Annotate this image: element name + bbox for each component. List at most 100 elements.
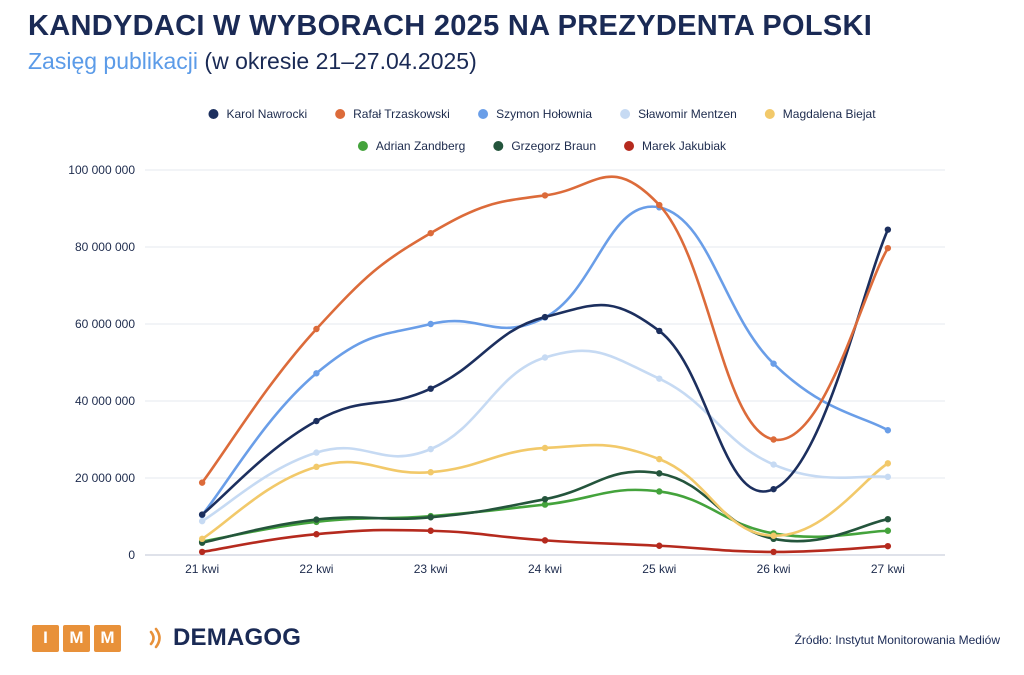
soundwave-icon: [149, 627, 161, 649]
chart-subtitle: Zasięg publikacji (w okresie 21–27.04.20…: [28, 48, 477, 75]
data-point: [313, 417, 320, 425]
source-note: Źródło: Instytut Monitorowania Mediów: [794, 633, 1000, 647]
data-point: [884, 460, 892, 467]
series-3: [198, 349, 892, 525]
data-point: [313, 516, 320, 523]
data-point: [541, 444, 549, 452]
subtitle-accent: Zasięg publikacji: [28, 48, 199, 74]
y-tick-label: 40 000 000: [75, 394, 135, 408]
data-point: [427, 445, 434, 453]
data-point: [427, 527, 434, 534]
x-axis: 21 kwi 22 kwi 23 kwi 24 kwi 25 kwi 26 kwi 27 k…: [185, 562, 905, 576]
legend-label: Marek Jakubiak: [642, 139, 727, 153]
data-point: [884, 226, 892, 233]
data-point: [770, 532, 777, 539]
data-point: [656, 201, 663, 209]
data-point: [656, 327, 663, 335]
data-point: [884, 473, 892, 481]
series-line: [200, 443, 890, 541]
legend-label: Adrian Zandberg: [376, 139, 465, 153]
chart-title: KANDYDACI W WYBORACH 2025 NA PREZYDENTA …: [28, 10, 873, 42]
legend-label: Magdalena Biejat: [783, 107, 876, 121]
data-point: [884, 542, 892, 550]
x-tick-label: 23 kwi: [414, 562, 448, 576]
legend-marker: [493, 141, 504, 151]
footer-logos: I M M DEMAGOG: [32, 624, 301, 652]
data-point: [656, 375, 663, 382]
imm-logo-letter: I: [32, 624, 59, 652]
x-tick-label: 24 kwi: [528, 562, 562, 576]
subtitle-period: (w okresie 21–27.04.2025): [204, 48, 477, 74]
data-point: [656, 470, 663, 477]
y-axis: 0 20 000 000 40 000 000 60 000 000 80 000 00…: [68, 163, 135, 562]
demagog-label: DEMAGOG: [173, 624, 302, 651]
x-tick-label: 26 kwi: [757, 562, 791, 576]
legend-item: Szymon Hołownia: [478, 107, 592, 121]
legend-marker: [357, 141, 368, 151]
legend-item: Grzegorz Braun: [493, 139, 596, 153]
data-point: [770, 360, 777, 367]
series-0: [198, 226, 892, 518]
data-point: [884, 427, 892, 434]
legend-label: Rafał Trzaskowski: [353, 107, 450, 121]
data-point: [427, 229, 434, 237]
data-point: [770, 548, 777, 556]
data-point: [313, 325, 320, 333]
y-tick-label: 60 000 000: [75, 317, 135, 331]
data-point: [198, 511, 206, 518]
legend-item: Rafał Trzaskowski: [335, 107, 450, 121]
x-tick-label: 27 kwi: [871, 562, 905, 576]
legend-marker: [208, 109, 219, 119]
chart-legend: Karol Nawrocki Rafał Trzaskowski Szymon Ho…: [208, 107, 876, 153]
legend-item: Karol Nawrocki: [208, 107, 307, 121]
data-point: [656, 488, 663, 495]
data-point: [198, 548, 206, 556]
data-point: [770, 461, 777, 468]
legend-marker: [620, 109, 631, 119]
data-point: [656, 455, 663, 463]
series-line: [200, 175, 890, 484]
data-point: [884, 515, 892, 523]
series-line: [200, 349, 890, 523]
data-point: [541, 495, 549, 503]
y-tick-label: 100 000 000: [68, 163, 135, 177]
data-point: [427, 514, 434, 521]
data-point: [313, 463, 320, 471]
y-tick-label: 0: [128, 548, 135, 562]
series-4: [198, 443, 892, 543]
series-7: [198, 527, 892, 556]
chart-gridlines: [145, 169, 945, 556]
data-point: [656, 542, 663, 549]
data-point: [427, 320, 434, 328]
imm-logo-letter: M: [94, 624, 121, 652]
data-point: [884, 244, 892, 252]
data-point: [427, 469, 434, 476]
data-point: [198, 517, 206, 525]
y-tick-label: 80 000 000: [75, 240, 135, 254]
legend-label: Grzegorz Braun: [511, 139, 596, 153]
data-point: [770, 436, 777, 443]
legend-marker: [478, 109, 489, 119]
x-tick-label: 22 kwi: [299, 562, 333, 576]
y-tick-label: 20 000 000: [75, 471, 135, 485]
legend-item: Adrian Zandberg: [357, 139, 465, 153]
x-tick-label: 25 kwi: [642, 562, 676, 576]
data-point: [541, 537, 549, 544]
legend-label: Karol Nawrocki: [226, 107, 307, 121]
series-1: [198, 175, 892, 486]
data-point: [313, 531, 320, 538]
data-point: [313, 370, 320, 377]
imm-logo-letter: M: [63, 624, 90, 652]
legend-item: Magdalena Biejat: [764, 107, 876, 121]
data-point: [427, 385, 434, 392]
legend-item: Marek Jakubiak: [624, 139, 727, 153]
legend-marker: [764, 109, 775, 119]
data-point: [541, 501, 549, 508]
legend-item: Sławomir Mentzen: [620, 107, 737, 121]
chart-series: [198, 175, 892, 556]
line-chart: Karol Nawrocki Rafał Trzaskowski Szymon Ho…: [68, 107, 945, 576]
data-point: [198, 479, 206, 486]
demagog-logo: DEMAGOG: [147, 624, 301, 652]
legend-marker: [624, 141, 635, 151]
legend-label: Szymon Hołownia: [496, 107, 592, 121]
